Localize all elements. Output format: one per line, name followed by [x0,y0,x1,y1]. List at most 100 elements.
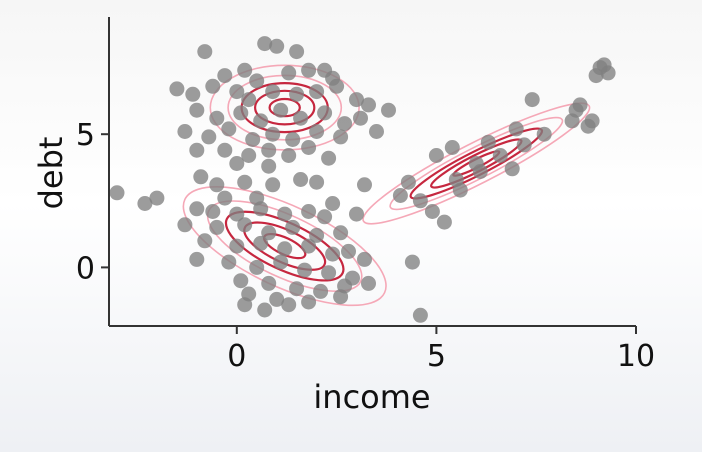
data-point [205,204,221,219]
data-point [221,254,237,270]
data-point [357,177,372,193]
y-tick-label: 5 [76,118,95,153]
data-point [309,124,325,139]
data-point [444,140,460,155]
data-point [257,36,273,52]
data-point [265,126,281,142]
data-point [273,254,289,270]
data-point [209,110,225,126]
data-point [412,193,428,209]
data-point [177,217,193,233]
data-point [237,217,253,233]
data-point [596,57,612,73]
data-point [189,142,205,158]
data-point [253,235,269,251]
data-point [404,254,420,270]
data-point [508,121,524,137]
data-point [301,204,317,219]
data-point [289,86,305,102]
data-point [536,126,552,142]
data-point [229,206,245,222]
data-point [285,132,301,147]
data-point [209,219,225,235]
data-point [329,78,345,94]
data-point [321,150,337,166]
data-point [353,110,368,126]
data-point [273,102,289,118]
data-point [261,142,277,158]
data-point [504,161,520,177]
data-point [301,238,317,254]
y-tick-label: 0 [76,251,95,286]
x-tick-label: 0 [227,339,246,374]
data-point [185,86,201,102]
data-point [233,273,249,289]
data-point [424,204,440,219]
data-point [269,38,285,54]
data-point [392,188,408,203]
contour-0-1 [254,89,316,126]
data-point [289,281,305,297]
data-point [221,121,237,137]
data-point [313,283,329,299]
data-point [197,44,213,60]
data-point [189,102,205,118]
x-tick-label: 10 [617,339,655,374]
data-point [317,209,333,225]
data-point [209,177,225,193]
data-point [281,297,297,313]
data-point [333,289,349,305]
data-point [580,118,596,134]
data-point [492,148,508,163]
data-point [349,206,364,222]
data-point [237,62,253,78]
data-point [452,182,468,198]
data-point [301,62,317,78]
data-point [341,243,356,259]
data-point [137,196,153,211]
data-point [277,206,293,222]
data-point [261,275,277,291]
data-point [333,225,349,241]
data-point [369,124,384,139]
data-point [269,291,285,307]
data-point [245,132,261,147]
data-point [297,262,313,278]
data-point [516,137,532,153]
data-point [293,110,309,126]
data-point [189,201,205,217]
data-point [317,105,333,121]
data-point [257,302,273,318]
data-point [325,196,341,211]
data-point [472,164,488,179]
data-point [309,227,325,243]
data-point [309,84,325,100]
data-point [524,92,540,108]
data-point [233,105,249,121]
data-point [588,68,604,84]
point-layer [109,36,616,323]
data-point [237,174,253,190]
data-point [277,241,293,257]
data-point [361,97,376,113]
data-point [217,68,233,84]
data-point [249,73,265,89]
data-point [201,129,217,145]
data-point [229,156,245,171]
contour-2-4 [362,102,591,225]
data-point [289,44,305,60]
data-point [261,225,277,241]
data-point [357,251,372,267]
data-point [281,148,297,163]
data-point [412,307,428,323]
data-point [261,158,277,174]
data-point [301,294,317,310]
data-point [321,265,337,281]
data-point [293,172,309,187]
data-point [177,124,193,139]
data-point [285,219,301,235]
data-point [253,113,269,129]
data-point [325,246,341,262]
data-point [309,174,325,190]
